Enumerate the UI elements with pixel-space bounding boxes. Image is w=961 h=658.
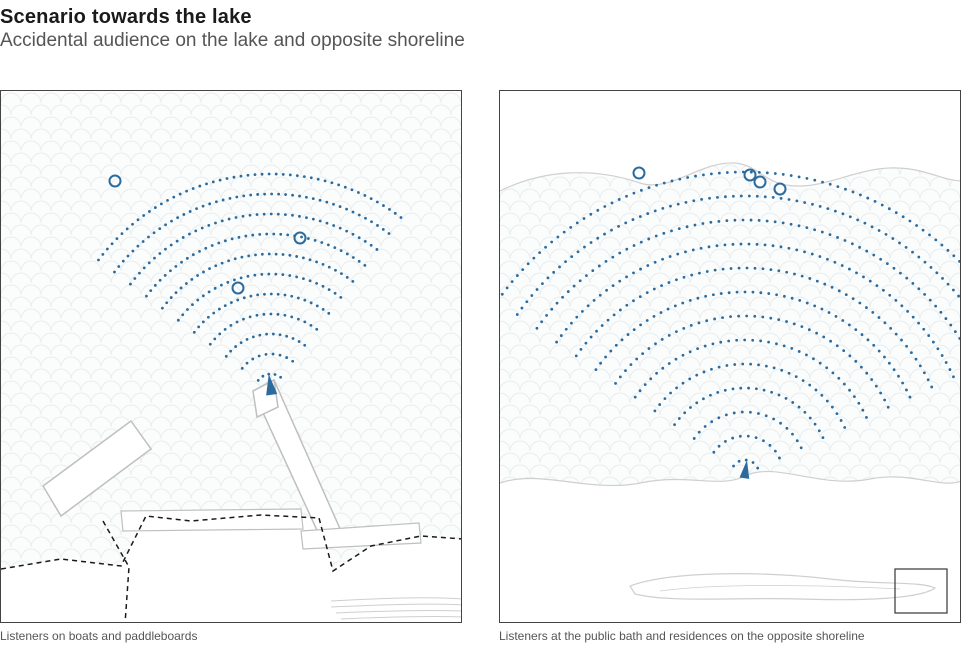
left-caption: Listeners on boats and paddleboards xyxy=(0,629,462,643)
building-block xyxy=(121,509,303,531)
panel-row: Listeners on boats and paddleboards List… xyxy=(0,90,961,643)
left-panel xyxy=(0,90,462,623)
page-subtitle: Accidental audience on the lake and oppo… xyxy=(0,30,465,52)
right-diagram xyxy=(500,91,961,623)
left-diagram xyxy=(1,91,462,623)
right-panel xyxy=(499,90,961,623)
right-caption: Listeners at the public bath and residen… xyxy=(499,629,961,643)
page-title: Scenario towards the lake xyxy=(0,6,252,29)
